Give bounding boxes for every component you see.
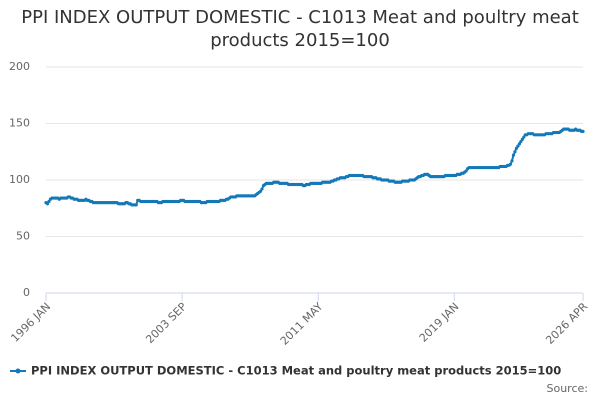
y-tick-label: 100 [9,173,30,186]
point [522,135,526,139]
source: Source: [547,382,589,395]
point [508,162,513,166]
point [519,139,523,144]
x-tick-label: 2026 APR [543,300,590,347]
point [513,150,517,154]
point [464,169,468,173]
x-tick-label: 1996 JAN [8,300,53,345]
point [517,142,521,146]
legend-label: PPI INDEX OUTPUT DOMESTIC - C1013 Meat a… [31,364,561,378]
point [134,203,138,207]
point [510,159,514,163]
x-tick-label: 2019 JAN [417,300,462,345]
point [581,129,585,134]
point [514,146,519,150]
point [511,153,516,157]
point [516,144,520,148]
y-tick-label: 50 [16,230,30,243]
point [520,137,524,141]
point [47,199,51,204]
chart-title: PPI INDEX OUTPUT DOMESTIC - C1013 Meat a… [21,7,579,51]
y-tick-label: 150 [9,117,30,130]
point [45,202,50,206]
x-tick-label: 2011 MAY [278,300,326,348]
point [260,187,264,191]
x-tick-label: 2003 SEP [143,300,189,346]
legend-marker [15,368,21,374]
point [258,189,263,193]
y-tick-label: 200 [9,60,30,73]
y-tick-label: 0 [23,286,30,299]
